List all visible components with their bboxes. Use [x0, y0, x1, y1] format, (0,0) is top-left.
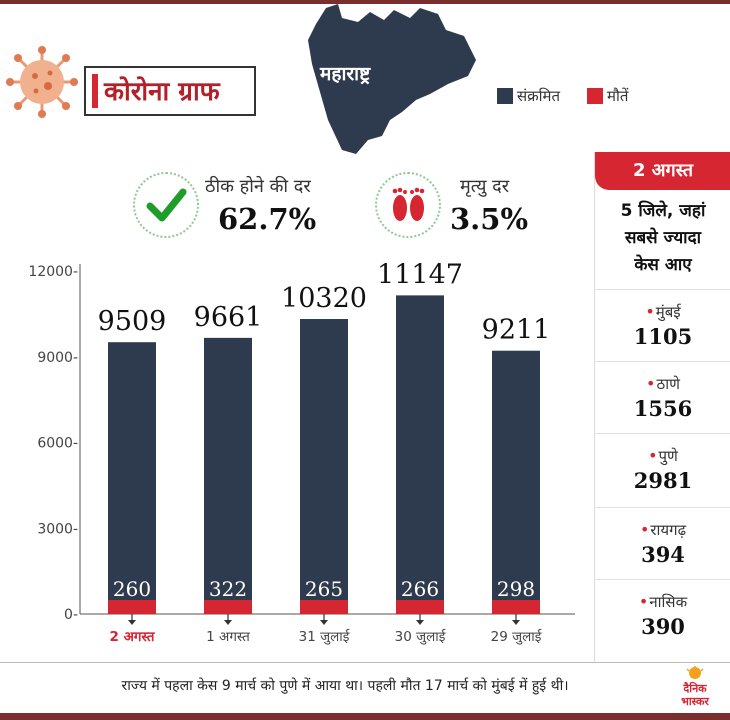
deaths-value-label: 265 [305, 577, 343, 601]
infected-value-label: 9211 [482, 315, 551, 346]
district-name-row: •ठाणे [595, 374, 730, 394]
bullet-icon: • [639, 520, 650, 539]
infection-bar-chart: 0- 3000- 6000- 9000- 12000- 9509 260 2 अगस्त 96… [28, 259, 575, 645]
bottom-border [0, 713, 730, 720]
x-category-label: 30 जुलाई [395, 628, 447, 645]
infected-bar [300, 319, 348, 614]
district-name: ठाणे [656, 375, 680, 393]
checkmark-icon [133, 172, 199, 238]
deaths-bar [492, 600, 540, 614]
deaths-value-label: 266 [401, 577, 439, 601]
x-category-label: 31 जुलाई [299, 628, 351, 645]
down-arrow-icon [320, 620, 328, 625]
y-tick-label: 6000- [37, 436, 78, 452]
legend-item-deaths: मौतें [587, 86, 628, 106]
logo-text-2: भास्कर [681, 695, 709, 708]
dainik-bhaskar-logo: दैनिक भास्कर [681, 666, 709, 708]
district-item: •पुणे 2981 [595, 433, 730, 505]
y-tick-label: 9000- [37, 350, 78, 366]
legend-swatch-deaths [587, 88, 603, 104]
footer-divider [0, 662, 730, 663]
chart-title-text: कोरोना ग्राफ [104, 77, 220, 107]
recovery-rate-label: ठीक होने की दर [205, 176, 311, 197]
x-category-label: 1 अगस्त [206, 629, 250, 645]
down-arrow-icon [512, 620, 520, 625]
deaths-value-label: 322 [209, 577, 247, 601]
death-rate-value: 3.5% [450, 202, 529, 236]
sidebar-subtitle-line: 5 जिले, जहां [620, 201, 706, 221]
recovery-rate-value: 62.7% [218, 202, 317, 236]
infected-bar [204, 337, 252, 614]
district-name: मुंबई [655, 303, 681, 321]
death-rate-label: मृत्यु दर [460, 176, 510, 197]
maharashtra-map [308, 4, 476, 154]
district-cases: 1105 [633, 324, 693, 349]
infected-value-label: 11147 [377, 259, 463, 290]
coronavirus-icon [6, 46, 78, 118]
chart-title: कोरोना ग्राफ [84, 66, 256, 116]
sidebar-date: 2 अगस्त [595, 152, 730, 190]
deaths-value-label: 260 [113, 577, 151, 601]
bullet-icon: • [646, 374, 656, 393]
legend-label-deaths: मौतें [607, 87, 629, 105]
legend-label-infected: संक्रमित [517, 87, 561, 105]
district-cases: 1556 [633, 396, 693, 421]
legend-swatch-infected [497, 88, 513, 104]
district-name-row: •नासिक [595, 592, 730, 612]
district-item: •नासिक 390 [595, 579, 730, 651]
district-cases: 394 [641, 542, 685, 567]
top-districts-panel: 2 अगस्त 5 जिले, जहां सबसे ज्यादा केस आए … [594, 152, 730, 662]
infected-value-label: 9661 [194, 302, 263, 333]
bullet-icon: • [648, 446, 658, 465]
district-item: •रायगढ़ 394 [595, 507, 730, 579]
district-name: पुणे [658, 447, 678, 465]
district-name-row: •रायगढ़ [595, 520, 730, 540]
infected-value-label: 9509 [98, 306, 167, 337]
infected-value-label: 10320 [281, 283, 367, 314]
infected-bar [396, 295, 444, 614]
district-name: नासिक [649, 593, 688, 611]
district-name-row: •मुंबई [595, 302, 730, 322]
sidebar-subtitle-line: केस आए [634, 255, 692, 275]
logo-text-1: दैनिक [682, 681, 707, 695]
district-cases: 390 [641, 614, 685, 639]
deaths-bar [300, 600, 348, 614]
deaths-bar [204, 600, 252, 614]
y-tick-label: 0- [64, 607, 78, 623]
infected-bar [108, 342, 156, 614]
district-item: •ठाणे 1556 [595, 361, 730, 433]
deaths-bar [108, 600, 156, 614]
legend-item-infected: संक्रमित [497, 86, 560, 106]
deaths-value-label: 298 [497, 577, 535, 601]
x-category-label: 29 जुलाई [491, 628, 543, 645]
top-border [0, 0, 730, 4]
down-arrow-icon [416, 620, 424, 625]
sidebar-subtitle: 5 जिले, जहां सबसे ज्यादा केस आए [595, 198, 730, 279]
deaths-bar [396, 600, 444, 614]
sidebar-subtitle-line: सबसे ज्यादा [624, 228, 702, 248]
footer-note: राज्य में पहला केस 9 मार्च को पुणे में आ… [121, 678, 569, 694]
district-name: रायगढ़ [650, 521, 687, 539]
district-name-row: •पुणे [595, 446, 730, 466]
x-category-label: 2 अगस्त [110, 629, 156, 645]
infected-bar [492, 350, 540, 614]
title-accent-bar [92, 74, 98, 108]
y-tick-label: 3000- [37, 521, 78, 537]
state-label: महाराष्ट्र [320, 63, 371, 85]
district-cases: 2981 [633, 468, 693, 493]
bullet-icon: • [638, 592, 649, 611]
y-tick-label: 12000- [28, 264, 78, 280]
down-arrow-icon [128, 620, 136, 625]
down-arrow-icon [224, 620, 232, 625]
footprints-icon [375, 172, 441, 238]
bullet-icon: • [645, 302, 655, 321]
district-item: •मुंबई 1105 [595, 289, 730, 361]
